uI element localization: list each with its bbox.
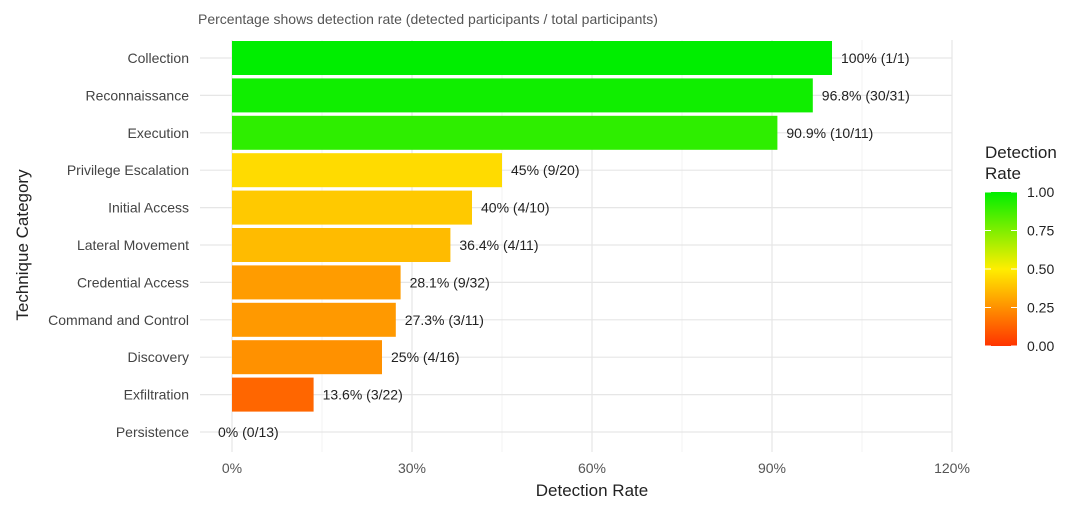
bar (232, 190, 472, 225)
bar (232, 228, 451, 262)
legend-title-line1: Detection (985, 143, 1057, 162)
data-label: 100% (1/1) (841, 50, 909, 66)
x-tick-label: 0% (222, 460, 242, 476)
color-legend: Detection Rate 1.00 0.75 0.50 0.25 0.00 (985, 143, 1057, 354)
y-tick-label: Collection (128, 50, 189, 66)
y-tick-label: Discovery (128, 349, 189, 365)
bar (232, 41, 832, 75)
bar (232, 265, 401, 300)
bar (232, 340, 382, 375)
x-tick-label: 120% (934, 460, 970, 476)
y-tick-label: Exfiltration (124, 387, 189, 403)
x-tick-label: 30% (398, 460, 426, 476)
legend-tick-label: 0.75 (1027, 223, 1054, 239)
bar (232, 302, 396, 337)
y-tick-label: Privilege Escalation (67, 162, 189, 178)
y-tick-label: Execution (128, 125, 189, 141)
x-tick-label: 60% (578, 460, 606, 476)
y-tick-label: Command and Control (48, 312, 189, 328)
legend-title-line2: Rate (985, 164, 1021, 183)
bar (232, 377, 314, 412)
x-axis-title: Detection Rate (536, 481, 648, 500)
y-tick-label: Initial Access (108, 200, 189, 216)
data-label: 0% (0/13) (218, 424, 279, 440)
y-tick-label: Lateral Movement (77, 237, 189, 253)
data-label: 36.4% (4/11) (459, 237, 538, 253)
legend-tick-label: 0.25 (1027, 300, 1054, 316)
y-tick-label: Persistence (116, 424, 189, 440)
data-label: 13.6% (3/22) (323, 387, 403, 403)
data-label: 28.1% (9/32) (410, 274, 490, 290)
legend-tick-label: 0.50 (1027, 261, 1054, 277)
chart-subtitle: Percentage shows detection rate (detecte… (198, 11, 658, 27)
bar (232, 153, 502, 188)
bar (232, 78, 813, 113)
data-label: 45% (9/20) (511, 162, 579, 178)
y-tick-label: Credential Access (77, 274, 189, 290)
data-label: 40% (4/10) (481, 200, 549, 216)
legend-tick-label: 0.00 (1027, 338, 1054, 354)
data-label: 27.3% (3/11) (405, 312, 484, 328)
bar (232, 115, 778, 150)
data-label: 96.8% (30/31) (822, 87, 910, 103)
data-label: 90.9% (10/11) (786, 125, 873, 141)
y-tick-label: Reconnaissance (85, 87, 189, 103)
legend-tick-label: 1.00 (1027, 184, 1054, 200)
data-label: 25% (4/16) (391, 349, 459, 365)
y-axis-title: Technique Category (13, 169, 32, 321)
x-tick-label: 90% (758, 460, 786, 476)
